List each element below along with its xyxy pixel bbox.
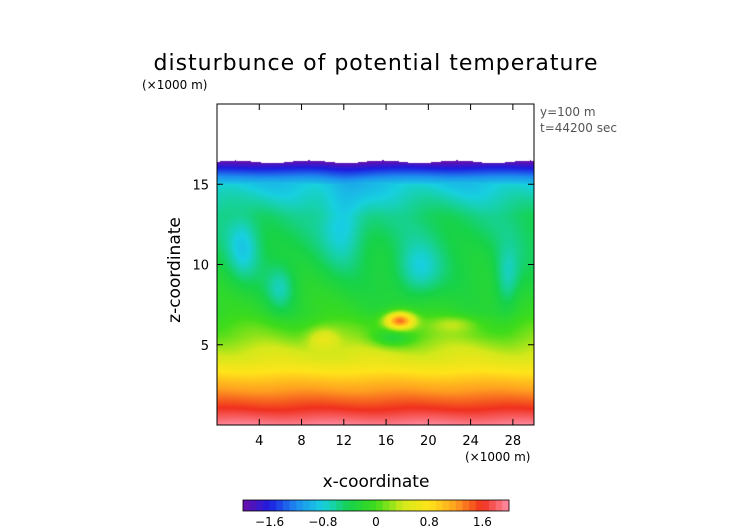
colorbar-cell xyxy=(282,500,290,511)
x-tick-label: 28 xyxy=(505,434,522,449)
colorbar-cell xyxy=(243,500,251,511)
x-tick-label: 20 xyxy=(420,434,437,449)
colorbar-cell xyxy=(455,500,463,511)
x-axis-unit: (×1000 m) xyxy=(465,450,530,464)
colorbar-cell xyxy=(422,500,430,511)
colorbar-tick-label: 0.8 xyxy=(420,515,439,529)
colorbar-frame xyxy=(242,499,510,512)
annotation-y: y=100 m xyxy=(540,105,596,119)
colorbar-ticks: −1.6 −0.8 0 0.8 1.6 xyxy=(255,515,492,529)
y-axis-label: z-coordinate xyxy=(165,217,185,323)
colorbar-cell xyxy=(482,500,490,511)
colorbar-cell xyxy=(475,500,483,511)
colorbar-cell xyxy=(435,500,443,511)
colorbar-cell xyxy=(462,500,470,511)
x-tick-label: 24 xyxy=(462,434,479,449)
colorbar-tick-label: 0 xyxy=(372,515,380,529)
y-tick-label: 5 xyxy=(201,339,209,354)
x-tick-label: 12 xyxy=(336,434,353,449)
colorbar-cell xyxy=(262,500,270,511)
colorbar-cell xyxy=(389,500,397,511)
colorbar-cell xyxy=(429,500,437,511)
y-tick-label: 15 xyxy=(192,178,209,193)
colorbar-tick-label: −1.6 xyxy=(255,515,284,529)
colorbar-cell xyxy=(489,500,497,511)
colorbar-cell xyxy=(376,500,384,511)
colorbar-cell xyxy=(276,500,284,511)
colorbar-cell xyxy=(342,500,350,511)
y-axis-ticks: 5 10 15 xyxy=(192,178,534,354)
colorbar-cell xyxy=(256,500,264,511)
y-tick-label: 10 xyxy=(192,259,209,274)
colorbar-cell xyxy=(469,500,477,511)
colorbar-cell xyxy=(289,500,297,511)
colorbar-cell xyxy=(415,500,423,511)
colorbar-cell xyxy=(296,500,304,511)
colorbar-cell xyxy=(402,500,410,511)
x-axis-ticks: 4 8 12 16 20 24 28 xyxy=(255,104,521,449)
colorbar-tick-label: −0.8 xyxy=(308,515,337,529)
annotation-time: t=44200 sec xyxy=(540,121,617,135)
plot-area: 4 8 12 16 20 24 28 5 10 15 xyxy=(192,103,535,449)
chart-title: disturbunce of potential temperature xyxy=(154,51,599,76)
colorbar-cell xyxy=(309,500,317,511)
heatmap-field xyxy=(217,104,534,425)
colorbar-cell xyxy=(369,500,377,511)
colorbar-cell xyxy=(302,500,310,511)
y-axis-unit: (×1000 m) xyxy=(142,78,207,92)
colorbar-cell xyxy=(409,500,417,511)
colorbar-cell xyxy=(349,500,357,511)
x-tick-label: 4 xyxy=(255,434,263,449)
colorbar-tick-label: 1.6 xyxy=(473,515,492,529)
colorbar-cell xyxy=(395,500,403,511)
x-axis-label: x-coordinate xyxy=(323,472,430,492)
colorbar-cell xyxy=(356,500,364,511)
colorbar-cell xyxy=(329,500,337,511)
x-tick-label: 16 xyxy=(378,434,395,449)
colorbar-cell xyxy=(269,500,277,511)
colorbar-cell xyxy=(449,500,457,511)
colorbar-cell xyxy=(502,500,510,511)
colorbar: −1.6 −0.8 0 0.8 1.6 xyxy=(242,499,510,529)
colorbar-cell xyxy=(249,500,257,511)
colorbar-cell xyxy=(382,500,390,511)
colorbar-cell xyxy=(495,500,503,511)
colorbar-cell xyxy=(316,500,324,511)
colorbar-cell xyxy=(442,500,450,511)
colorbar-cells xyxy=(243,500,510,511)
x-tick-label: 8 xyxy=(297,434,305,449)
colorbar-cell xyxy=(362,500,370,511)
colorbar-cell xyxy=(336,500,344,511)
colorbar-cell xyxy=(322,500,330,511)
